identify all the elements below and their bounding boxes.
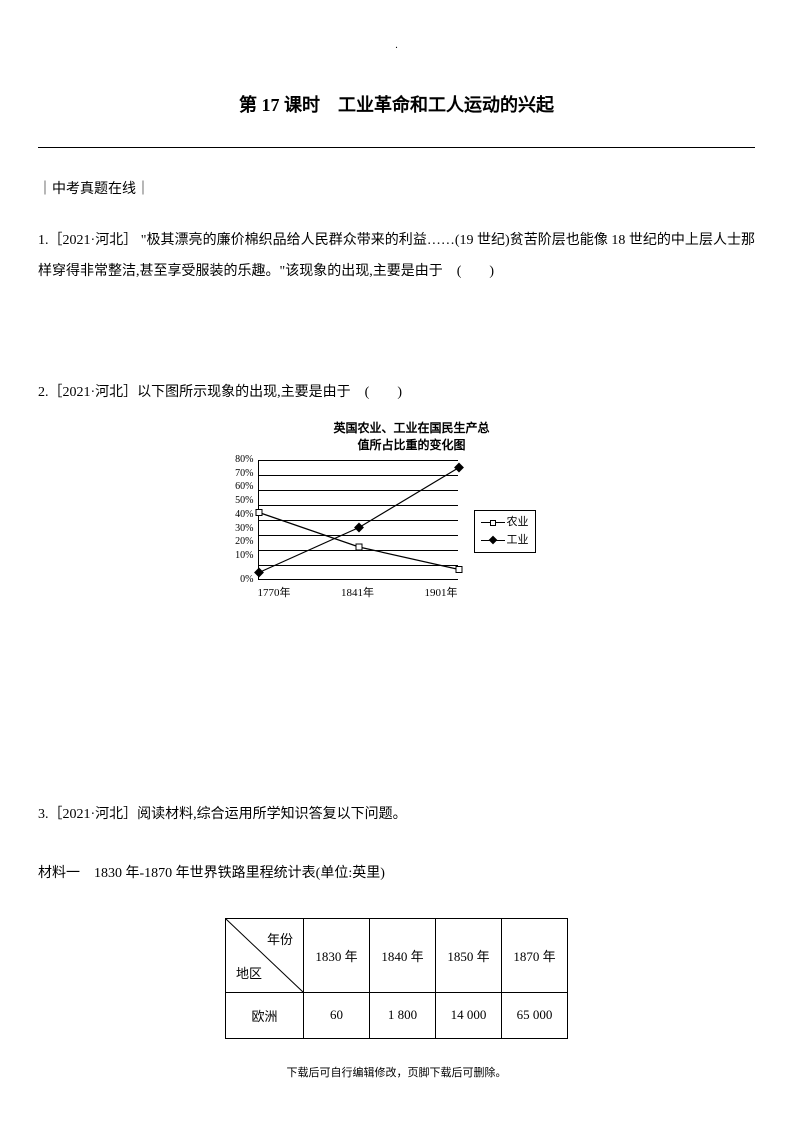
table-header-cell: 1870 年	[502, 918, 568, 992]
diamond-marker-icon	[481, 540, 505, 541]
table-cell: 14 000	[436, 992, 502, 1038]
diagonal-line-icon	[226, 919, 304, 993]
question-3: 3.［2021·河北］阅读材料,综合运用所学知识答复以下问题。	[38, 800, 755, 831]
chart-legend: 农业 工业	[474, 510, 536, 553]
question-2: 2.［2021·河北］以下图所示现象的出现,主要是由于 ( )	[38, 378, 755, 409]
table-cell: 60	[304, 992, 370, 1038]
table-header-cell: 1850 年	[436, 918, 502, 992]
x-axis-labels: 1770年 1841年 1901年	[258, 584, 458, 600]
table-header-row: 年份 地区 1830 年 1840 年 1850 年 1870 年	[226, 918, 568, 992]
plot-area: 80% 70% 60% 50% 40% 30% 20% 10% 0% 1770年…	[258, 460, 458, 600]
table-row: 欧洲 60 1 800 14 000 65 000	[226, 992, 568, 1038]
legend-item: 农业	[481, 514, 529, 532]
page-footer: 下载后可自行编辑修改，页脚下载后可删除。	[0, 1064, 793, 1080]
question-1: 1.［2021·河北］ "极其漂亮的廉价棉织品给人民群众带来的利益……(19 世…	[38, 226, 755, 288]
table-header-cell: 1840 年	[370, 918, 436, 992]
chart-title: 英国农业、工业在国民生产总 值所占比重的变化图	[258, 420, 536, 454]
table-corner-cell: 年份 地区	[226, 918, 304, 992]
section-label: ｜中考真题在线｜	[38, 178, 755, 198]
top-marker: .	[38, 40, 755, 51]
chart-grid	[258, 460, 458, 580]
page-title: 第 17 课时 工业革命和工人运动的兴起	[38, 91, 755, 117]
table-cell: 欧洲	[226, 992, 304, 1038]
table-cell: 1 800	[370, 992, 436, 1038]
railway-table: 年份 地区 1830 年 1840 年 1850 年 1870 年 欧洲 60 …	[225, 918, 568, 1039]
material-1: 材料一 1830 年-1870 年世界铁路里程统计表(单位:英里)	[38, 859, 755, 890]
table-cell: 65 000	[502, 992, 568, 1038]
legend-item: 工业	[481, 532, 529, 550]
chart-container: 英国农业、工业在国民生产总 值所占比重的变化图 80% 70% 60% 50% …	[38, 420, 755, 600]
divider	[38, 147, 755, 148]
table-header-cell: 1830 年	[304, 918, 370, 992]
line-chart: 英国农业、工业在国民生产总 值所占比重的变化图 80% 70% 60% 50% …	[258, 420, 536, 600]
square-marker-icon	[481, 522, 505, 523]
y-axis-labels: 80% 70% 60% 50% 40% 30% 20% 10% 0%	[226, 460, 254, 580]
table-container: 年份 地区 1830 年 1840 年 1850 年 1870 年 欧洲 60 …	[38, 918, 755, 1039]
